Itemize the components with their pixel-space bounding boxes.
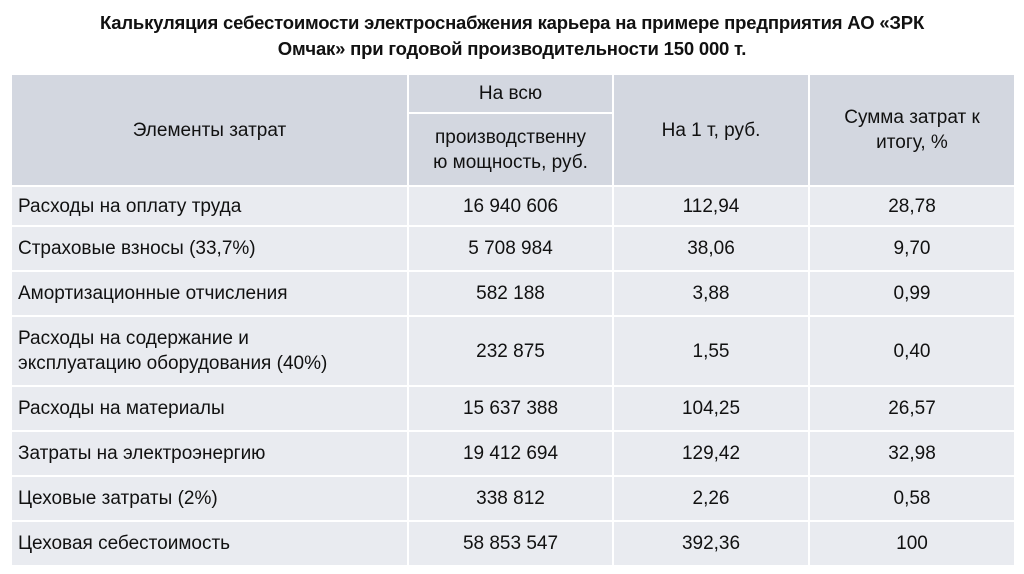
cell-value: 16 940 606 <box>462 195 559 217</box>
header-text: ю мощность, руб. <box>433 151 588 173</box>
cell-value: 0,99 <box>893 283 931 304</box>
value-cell: 1,55 <box>612 315 810 387</box>
cell-value: 15 637 388 <box>462 398 559 419</box>
table-row: Амортизационные отчисления 582 188 3,88 0,9… <box>10 270 1016 317</box>
cell-value: 100 <box>896 533 928 554</box>
table-row: Расходы на оплату труда 16 940 606 112,94 2… <box>10 185 1016 227</box>
header-text: производственну <box>435 126 586 148</box>
cell-value: 58 853 547 <box>462 533 559 554</box>
row-label: Расходы на материалы <box>18 398 225 419</box>
value-cell: 58 853 547 <box>407 520 614 567</box>
cell-value: 9,70 <box>893 238 931 259</box>
title-line: Калькуляция себестоимости электроснабжен… <box>99 12 925 33</box>
row-label: эксплуатацию оборудования (40%) <box>18 353 328 374</box>
row-label: Расходы на содержание и <box>18 328 249 349</box>
row-label: Страховые взносы (33,7%) <box>18 238 256 259</box>
title-line: Омчак» при годовой производительности 15… <box>277 38 747 59</box>
label-cell: Расходы на содержание и эксплуатацию обор… <box>10 315 409 387</box>
cost-table: Элементы затрат На всю На 1 т, руб. Сумм… <box>10 73 1016 567</box>
header-cell: На всю <box>407 73 614 114</box>
value-cell: 2,26 <box>612 475 810 522</box>
header-cell: Элементы затрат <box>10 73 409 187</box>
value-cell: 112,94 <box>612 185 810 227</box>
cell-value: 19 412 694 <box>462 443 559 464</box>
value-cell: 3,88 <box>612 270 810 317</box>
cell-value: 32,98 <box>888 443 936 464</box>
row-label: Затраты на электроэнергию <box>18 443 266 464</box>
header-cell: На 1 т, руб. <box>612 73 810 187</box>
header-cell: производственну ю мощность, руб. <box>407 112 614 187</box>
value-cell: 5 708 984 <box>407 225 614 272</box>
header-text: Элементы затрат <box>132 119 287 141</box>
row-label: Цеховая себестоимость <box>18 533 231 554</box>
table-row: Затраты на электроэнергию 19 412 694 129,4… <box>10 430 1016 477</box>
cell-value: 582 188 <box>476 283 545 304</box>
header-text: На всю <box>478 83 543 104</box>
cell-value: 0,58 <box>893 488 931 509</box>
cell-value: 28,78 <box>888 195 936 217</box>
table-row: Страховые взносы (33,7%) 5 708 984 38,06 9,… <box>10 225 1016 272</box>
table-row: Цеховая себестоимость 58 853 547 392,36 100 <box>10 520 1016 567</box>
value-cell: 28,78 <box>808 185 1016 227</box>
value-cell: 100 <box>808 520 1016 567</box>
label-cell: Амортизационные отчисления <box>10 270 409 317</box>
value-cell: 0,40 <box>808 315 1016 387</box>
value-cell: 232 875 <box>407 315 614 387</box>
value-cell: 19 412 694 <box>407 430 614 477</box>
value-cell: 392,36 <box>612 520 810 567</box>
cell-value: 104,25 <box>681 398 741 419</box>
cell-value: 112,94 <box>682 195 740 217</box>
label-cell: Цеховые затраты (2%) <box>10 475 409 522</box>
table-body: Расходы на оплату труда 16 940 606 112,94 2… <box>10 185 1016 567</box>
cell-value: 26,57 <box>888 398 936 419</box>
value-cell: 582 188 <box>407 270 614 317</box>
value-cell: 15 637 388 <box>407 385 614 432</box>
cell-value: 338 812 <box>476 488 545 509</box>
label-cell: Затраты на электроэнергию <box>10 430 409 477</box>
title: Калькуляция себестоимости электроснабжен… <box>0 10 1024 62</box>
cell-value: 38,06 <box>687 238 735 259</box>
cell-value: 392,36 <box>681 533 741 554</box>
label-cell: Страховые взносы (33,7%) <box>10 225 409 272</box>
value-cell: 0,58 <box>808 475 1016 522</box>
value-cell: 16 940 606 <box>407 185 614 227</box>
label-cell: Расходы на материалы <box>10 385 409 432</box>
row-label: Расходы на оплату труда <box>18 195 242 217</box>
cell-value: 1,55 <box>692 340 730 362</box>
table-row: Расходы на содержание и эксплуатацию обор… <box>10 315 1016 387</box>
value-cell: 338 812 <box>407 475 614 522</box>
value-cell: 9,70 <box>808 225 1016 272</box>
header-text: На 1 т, руб. <box>661 119 761 141</box>
cell-value: 5 708 984 <box>468 238 553 259</box>
value-cell: 32,98 <box>808 430 1016 477</box>
header-cell: Сумма затрат к итогу, % <box>808 73 1016 187</box>
cell-value: 2,26 <box>692 488 730 509</box>
value-cell: 26,57 <box>808 385 1016 432</box>
table-row: Расходы на материалы 15 637 388 104,25 26,5… <box>10 385 1016 432</box>
value-cell: 104,25 <box>612 385 810 432</box>
table-row: Цеховые затраты (2%) 338 812 2,26 0,58 <box>10 475 1016 522</box>
row-label: Цеховые затраты (2%) <box>18 488 218 509</box>
cell-value: 129,42 <box>681 443 741 464</box>
value-cell: 0,99 <box>808 270 1016 317</box>
cell-value: 232 875 <box>476 340 545 362</box>
header-text: Сумма затрат к <box>844 107 980 128</box>
label-cell: Расходы на оплату труда <box>10 185 409 227</box>
row-label: Амортизационные отчисления <box>18 283 288 304</box>
cell-value: 0,40 <box>893 340 931 362</box>
header-text: итогу, % <box>876 132 948 153</box>
value-cell: 38,06 <box>612 225 810 272</box>
value-cell: 129,42 <box>612 430 810 477</box>
label-cell: Цеховая себестоимость <box>10 520 409 567</box>
cell-value: 3,88 <box>692 283 730 304</box>
